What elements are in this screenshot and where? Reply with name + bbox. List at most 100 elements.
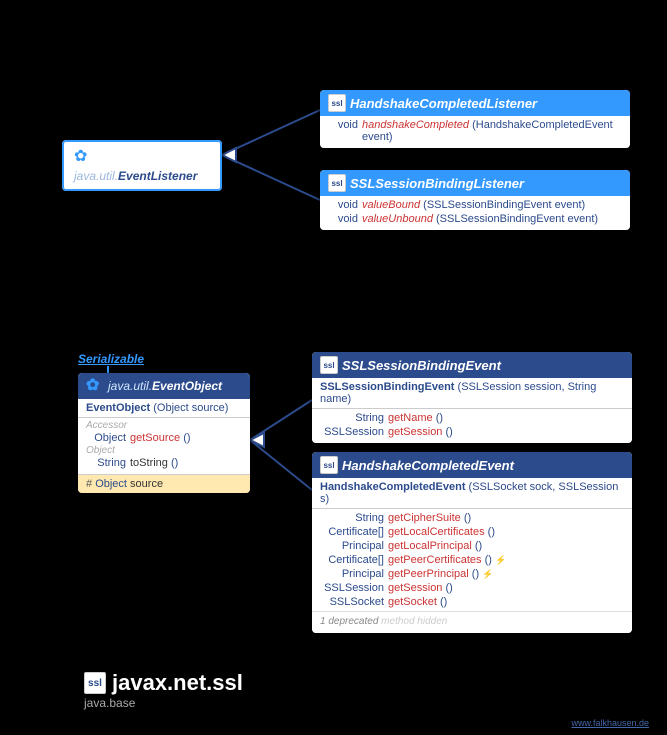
throws-icon: ⚡ bbox=[482, 569, 493, 579]
field-name: source bbox=[130, 478, 163, 490]
method-row: SSLSession getSession () bbox=[312, 425, 632, 439]
method-params: (SSLSessionBindingEvent event) bbox=[436, 213, 598, 225]
handshake-listener-title: HandshakeCompletedListener bbox=[350, 96, 537, 111]
method-ret: Certificate[] bbox=[320, 526, 384, 538]
ssl-icon: ssl bbox=[320, 456, 338, 474]
method-name: getLocalPrincipal bbox=[388, 540, 472, 552]
serializable-label: Serializable bbox=[78, 352, 144, 366]
accessor-label: Accessor bbox=[78, 420, 250, 431]
method-params: () bbox=[485, 554, 492, 566]
throws-icon: ⚡ bbox=[495, 555, 506, 565]
method-ret: SSLSession bbox=[320, 582, 384, 594]
method-name: getSession bbox=[388, 426, 442, 438]
session-binding-listener-methods: void valueBound (SSLSessionBindingEvent … bbox=[320, 196, 630, 230]
session-binding-event-methods: String getName () SSLSession getSession … bbox=[312, 409, 632, 443]
method-ret: SSLSocket bbox=[320, 596, 384, 608]
ctor-name: SSLSessionBindingEvent bbox=[320, 381, 454, 393]
gear-icon bbox=[74, 148, 92, 166]
method-row: Certificate[] getLocalCertificates () bbox=[312, 525, 632, 539]
ssl-icon: ssl bbox=[328, 94, 346, 112]
session-binding-listener-title: SSLSessionBindingListener bbox=[350, 176, 524, 191]
method-ret: Principal bbox=[320, 540, 384, 552]
field-type: Object bbox=[95, 478, 127, 490]
method-row: String getName () bbox=[312, 411, 632, 425]
footer-link[interactable]: www.falkhausen.de bbox=[571, 718, 649, 728]
method-name: getCipherSuite bbox=[388, 512, 461, 524]
method-params: () bbox=[488, 526, 495, 538]
method-row: PrincipalgetPeerPrincipal () ⚡ bbox=[312, 567, 632, 581]
method-name: getSource bbox=[130, 432, 180, 444]
method-row: Certificate[] getPeerCertificates () ⚡ bbox=[312, 553, 632, 567]
method-name: getSocket bbox=[388, 596, 437, 608]
event-object-methods: Accessor Object getSource () Object Stri… bbox=[78, 418, 250, 474]
method-ret: String bbox=[320, 512, 384, 524]
event-listener-name: EventListener bbox=[118, 169, 197, 183]
method-params: () bbox=[183, 432, 190, 444]
session-binding-event-box: ssl SSLSessionBindingEvent SSLSessionBin… bbox=[312, 352, 632, 443]
package-name: javax.net.ssl bbox=[112, 670, 243, 696]
method-name: valueUnbound bbox=[362, 213, 433, 225]
method-row: void valueUnbound (SSLSessionBindingEven… bbox=[320, 212, 630, 226]
handshake-listener-methods: void handshakeCompleted (HandshakeComple… bbox=[320, 116, 630, 148]
method-row: String toString () bbox=[78, 456, 250, 470]
method-name: toString bbox=[130, 457, 168, 469]
object-label: Object bbox=[78, 445, 250, 456]
package-label: ssl javax.net.ssl bbox=[84, 670, 243, 696]
method-row: void valueBound (SSLSessionBindingEvent … bbox=[320, 198, 630, 212]
method-params: () bbox=[464, 512, 471, 524]
method-row: String getCipherSuite () bbox=[312, 511, 632, 525]
event-object-box: java.util.EventObject EventObject (Objec… bbox=[78, 373, 250, 493]
deprecated-note: 1 deprecated method hidden bbox=[312, 614, 632, 629]
session-binding-listener-box: ssl SSLSessionBindingListener void value… bbox=[320, 170, 630, 230]
package-module: java.base bbox=[84, 696, 135, 710]
event-object-name: EventObject bbox=[152, 379, 222, 393]
method-name: valueBound bbox=[362, 199, 420, 211]
method-params: () bbox=[440, 596, 447, 608]
event-listener-pkg: java.util. bbox=[74, 169, 118, 183]
handshake-event-box: ssl HandshakeCompletedEvent HandshakeCom… bbox=[312, 452, 632, 633]
event-object-header: java.util.EventObject bbox=[78, 373, 250, 399]
method-name: handshakeCompleted bbox=[362, 119, 469, 131]
handshake-event-title: HandshakeCompletedEvent bbox=[342, 458, 514, 473]
method-params: () bbox=[446, 582, 453, 594]
method-row: void handshakeCompleted (HandshakeComple… bbox=[320, 118, 630, 144]
ctor-name: EventObject bbox=[86, 402, 150, 414]
method-ret: String bbox=[320, 412, 384, 424]
method-params: (SSLSessionBindingEvent event) bbox=[423, 199, 585, 211]
method-row: SSLSocket getSocket () bbox=[312, 595, 632, 609]
handshake-listener-header: ssl HandshakeCompletedListener bbox=[320, 90, 630, 116]
method-params: () bbox=[171, 457, 178, 469]
method-ret: void bbox=[328, 213, 358, 225]
ssl-icon: ssl bbox=[328, 174, 346, 192]
deprecated-count: 1 deprecated bbox=[320, 616, 378, 627]
deprecated-text: method hidden bbox=[381, 616, 447, 627]
gear-icon bbox=[86, 377, 104, 395]
ctor-name: HandshakeCompletedEvent bbox=[320, 481, 465, 493]
method-params: () bbox=[446, 426, 453, 438]
method-ret: void bbox=[328, 119, 358, 143]
handshake-event-header: ssl HandshakeCompletedEvent bbox=[312, 452, 632, 478]
method-ret: Certificate[] bbox=[320, 554, 384, 566]
session-binding-listener-header: ssl SSLSessionBindingListener bbox=[320, 170, 630, 196]
handshake-event-methods: String getCipherSuite () Certificate[] get… bbox=[312, 509, 632, 633]
event-listener-header: java.util.EventListener bbox=[62, 140, 222, 191]
ssl-icon: ssl bbox=[84, 672, 106, 694]
event-object-pkg: java.util. bbox=[108, 379, 152, 393]
event-listener-box: java.util.EventListener bbox=[62, 140, 222, 191]
method-name: getLocalCertificates bbox=[388, 526, 485, 538]
ctor-params: (Object source) bbox=[153, 402, 228, 414]
method-ret: Object bbox=[86, 432, 126, 444]
method-name: getPeerPrincipal bbox=[388, 568, 469, 580]
method-row: SSLSession getSession () bbox=[312, 581, 632, 595]
method-params: () bbox=[475, 540, 482, 552]
method-name: getPeerCertificates bbox=[388, 554, 482, 566]
method-ret: void bbox=[328, 199, 358, 211]
method-params: () bbox=[472, 568, 479, 580]
method-name: getName bbox=[388, 412, 433, 424]
field-vis: # bbox=[86, 478, 92, 490]
method-name: getSession bbox=[388, 582, 442, 594]
event-object-ctor: EventObject (Object source) bbox=[78, 399, 250, 418]
session-binding-event-title: SSLSessionBindingEvent bbox=[342, 358, 501, 373]
handshake-listener-box: ssl HandshakeCompletedListener void hand… bbox=[320, 90, 630, 148]
event-object-field: # Object source bbox=[78, 474, 250, 493]
